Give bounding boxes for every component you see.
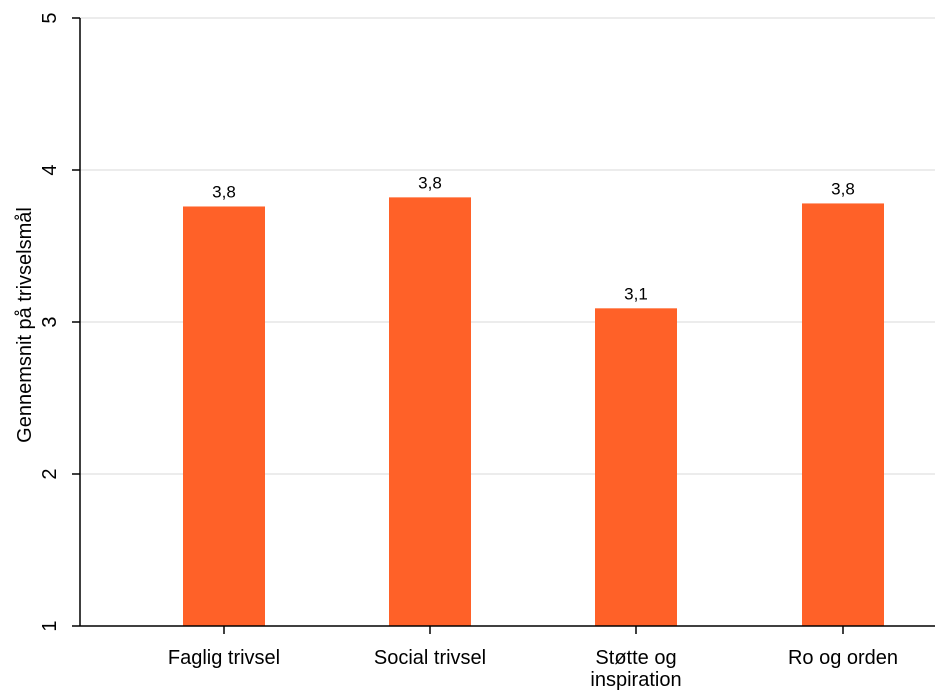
data-labels: 3,8 3,8 3,1 3,8 xyxy=(212,173,855,303)
y-axis-title: Gennemsnit på trivselsmål xyxy=(14,207,36,443)
data-label-1: 3,8 xyxy=(212,182,236,201)
category-label-1: Faglig trivsel xyxy=(168,647,280,669)
bar-4 xyxy=(802,203,884,626)
bar-1 xyxy=(183,206,265,627)
y-tick-label-5: 5 xyxy=(39,12,61,23)
category-label-4: Ro og orden xyxy=(788,647,898,669)
data-label-2: 3,8 xyxy=(418,173,442,192)
bar-2 xyxy=(389,197,471,627)
data-label-4: 3,8 xyxy=(831,179,855,198)
y-tick-label-3: 3 xyxy=(39,316,61,327)
category-label-3: Støtte og inspiration xyxy=(590,647,681,691)
data-label-3: 3,1 xyxy=(624,284,648,303)
x-ticks: Faglig trivsel Social trivsel Støtte og ins… xyxy=(168,626,898,691)
y-tick-label-1: 1 xyxy=(39,620,61,631)
bar-3 xyxy=(595,308,677,626)
category-label-2: Social trivsel xyxy=(374,647,486,669)
y-ticks: 1 2 3 4 5 xyxy=(39,12,80,632)
y-tick-label-2: 2 xyxy=(39,468,61,479)
bars xyxy=(183,197,884,627)
y-tick-label-4: 4 xyxy=(39,164,61,175)
